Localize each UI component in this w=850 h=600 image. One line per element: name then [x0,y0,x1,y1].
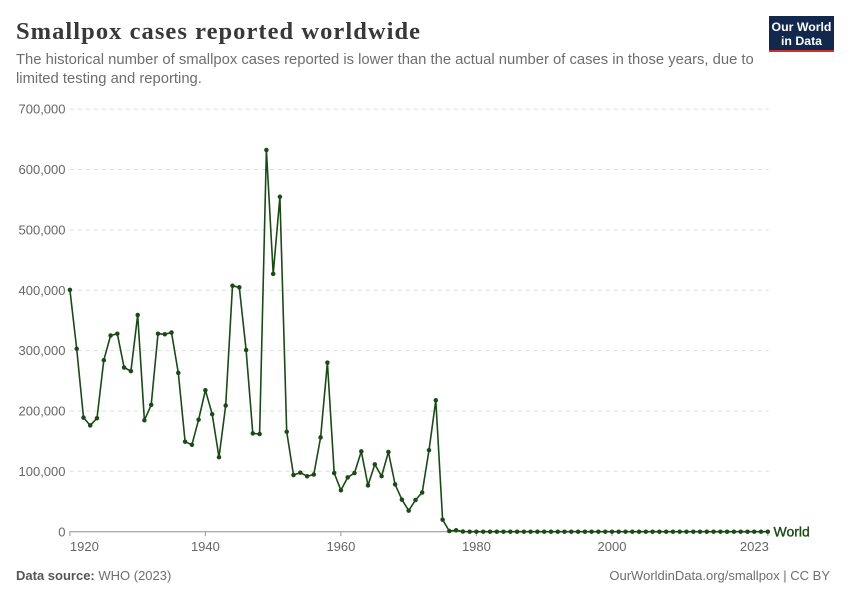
svg-text:1960: 1960 [326,539,355,554]
svg-text:200,000: 200,000 [19,404,66,419]
svg-text:300,000: 300,000 [19,343,66,358]
svg-text:1980: 1980 [462,539,491,554]
svg-text:500,000: 500,000 [19,223,66,238]
svg-text:600,000: 600,000 [19,162,66,177]
svg-text:World: World [774,524,810,540]
svg-text:1920: 1920 [70,539,99,554]
svg-text:700,000: 700,000 [19,102,66,117]
svg-text:2023: 2023 [740,539,769,554]
svg-text:100,000: 100,000 [19,464,66,479]
svg-text:1940: 1940 [191,539,220,554]
svg-text:2000: 2000 [598,539,627,554]
svg-text:400,000: 400,000 [19,283,66,298]
svg-text:0: 0 [58,524,65,539]
